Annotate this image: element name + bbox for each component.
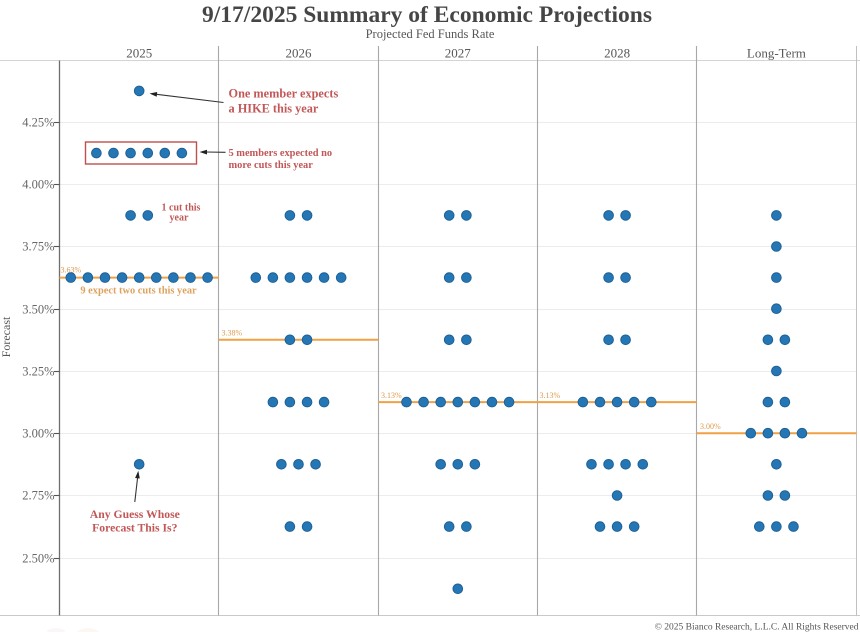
- svg-text:2025: 2025: [126, 46, 152, 61]
- svg-text:4.00%: 4.00%: [22, 178, 54, 192]
- svg-text:9/17/2025 Summary of Economic: 9/17/2025 Summary of Economic Projection…: [202, 2, 652, 28]
- svg-text:Forecast This Is?: Forecast This Is?: [92, 522, 177, 535]
- svg-text:3.75%: 3.75%: [22, 240, 54, 254]
- svg-text:more cuts this year: more cuts this year: [229, 160, 314, 171]
- svg-text:5 members expected no: 5 members expected no: [229, 148, 333, 159]
- svg-text:4.25%: 4.25%: [22, 116, 54, 130]
- svg-text:2.50%: 2.50%: [22, 552, 54, 566]
- svg-text:a HIKE this year: a HIKE this year: [229, 102, 319, 116]
- svg-text:3.50%: 3.50%: [22, 303, 54, 317]
- svg-text:3.25%: 3.25%: [22, 365, 54, 379]
- svg-text:One member expects: One member expects: [229, 87, 339, 101]
- svg-text:9 expect two cuts this year: 9 expect two cuts this year: [80, 286, 197, 297]
- svg-text:2026: 2026: [286, 46, 313, 61]
- svg-text:Any Guess Whose: Any Guess Whose: [90, 508, 180, 521]
- svg-text:3.13%: 3.13%: [540, 391, 561, 400]
- svg-text:3.00%: 3.00%: [700, 422, 721, 431]
- svg-text:2028: 2028: [604, 46, 630, 61]
- svg-text:3.00%: 3.00%: [22, 427, 54, 441]
- svg-text:year: year: [170, 213, 189, 224]
- svg-text:3.38%: 3.38%: [222, 329, 243, 338]
- svg-text:Forecast: Forecast: [0, 316, 13, 357]
- svg-text:2.75%: 2.75%: [22, 489, 54, 503]
- svg-text:Long-Term: Long-Term: [747, 46, 806, 61]
- svg-text:© 2025 Bianco Research, L.L.C.: © 2025 Bianco Research, L.L.C. All Right…: [655, 622, 859, 633]
- svg-text:Projected Fed Funds Rate: Projected Fed Funds Rate: [366, 27, 495, 41]
- svg-text:2027: 2027: [445, 46, 472, 61]
- svg-text:3.13%: 3.13%: [381, 391, 402, 400]
